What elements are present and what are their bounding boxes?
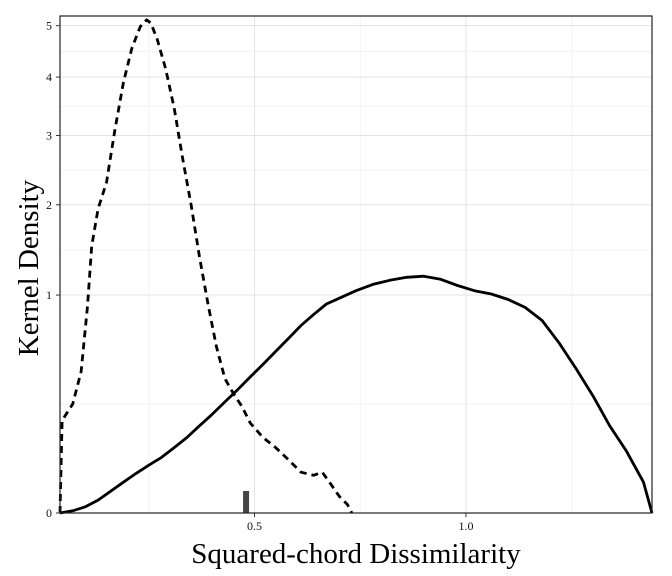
y-axis-title: Kernel Density bbox=[13, 179, 45, 356]
y-tick-label: 4 bbox=[46, 70, 52, 84]
solid-density-line bbox=[59, 274, 654, 515]
y-tick-label: 5 bbox=[46, 19, 52, 33]
dashed-density-line bbox=[58, 18, 354, 514]
y-tick-label: 3 bbox=[46, 129, 52, 143]
observed-value-marker bbox=[243, 491, 250, 513]
y-tick-label: 2 bbox=[46, 198, 52, 212]
axis-layer: 0.5 1.0 0 1 2 3 4 5 bbox=[46, 19, 473, 533]
y-tick-label: 0 bbox=[46, 506, 52, 520]
x-tick-label: 0.5 bbox=[247, 519, 262, 533]
x-tick-label: 1.0 bbox=[458, 519, 473, 533]
panel-border bbox=[59, 15, 653, 514]
marker-layer bbox=[243, 491, 250, 513]
y-tick-label: 1 bbox=[46, 288, 52, 302]
x-axis-title: Squared-chord Dissimilarity bbox=[191, 538, 521, 570]
series-layer bbox=[58, 18, 654, 515]
